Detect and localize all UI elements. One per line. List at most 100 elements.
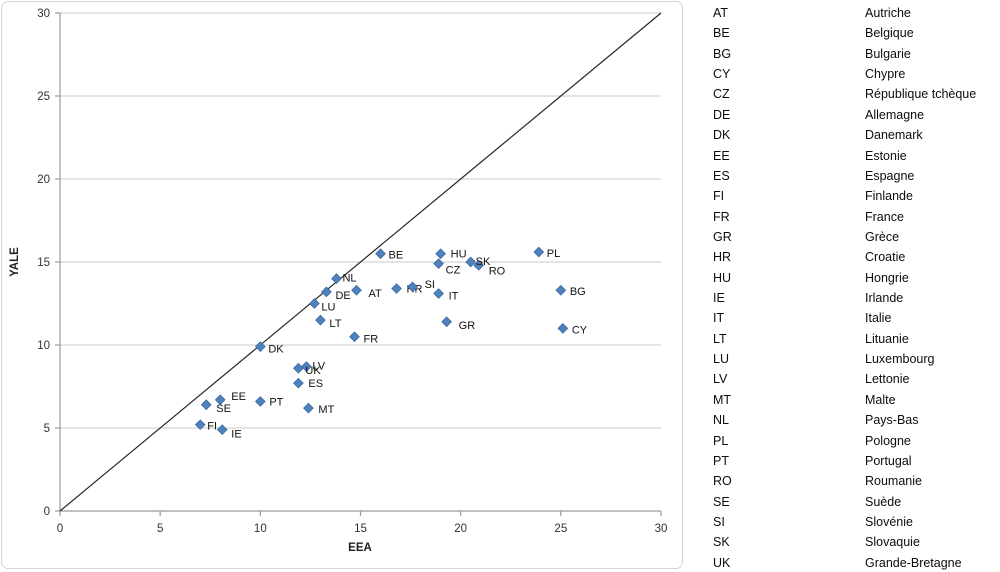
legend-country-name: Allemagne xyxy=(865,107,925,122)
point-label-FR: FR xyxy=(363,334,378,346)
legend-country-name: Suède xyxy=(865,494,902,509)
legend-code: FR xyxy=(713,209,730,224)
point-label-ES: ES xyxy=(308,378,323,390)
legend-code: LT xyxy=(713,331,727,346)
legend-code: ES xyxy=(713,168,730,183)
y-tick-label-20: 20 xyxy=(37,174,50,186)
point-label-IT: IT xyxy=(449,291,459,303)
data-point-NL xyxy=(331,273,342,284)
legend-row: CZ République tchèque xyxy=(713,84,998,104)
x-tick-label-0: 0 xyxy=(57,523,63,535)
legend-row: HU Hongrie xyxy=(713,268,998,288)
legend-code: PT xyxy=(713,453,729,468)
point-label-AT: AT xyxy=(368,288,382,300)
data-point-DK xyxy=(254,341,266,353)
point-label-IE: IE xyxy=(231,429,241,441)
data-point-IE xyxy=(216,424,228,436)
identity-line xyxy=(59,12,662,512)
data-point-LT xyxy=(315,314,326,326)
legend-code: MT xyxy=(713,392,732,407)
legend-row: BG Bulgarie xyxy=(713,44,998,64)
data-points: ATBEBGCYCZDEDKEEESFIFRGRHRHUIEITLTLULVMT… xyxy=(194,246,588,441)
legend-row: CY Chypre xyxy=(713,64,998,84)
data-point-BG xyxy=(555,284,567,296)
legend-country-name: France xyxy=(865,209,904,224)
legend-row: AT Autriche xyxy=(713,3,998,23)
legend-row: IE Irlande xyxy=(713,288,998,308)
point-label-PT: PT xyxy=(269,396,283,408)
legend-code: EE xyxy=(713,148,730,163)
legend-country-name: Luxembourg xyxy=(865,352,935,367)
data-point-LV xyxy=(301,361,312,372)
point-label-NL: NL xyxy=(342,273,356,285)
legend-country-name: Portugal xyxy=(865,453,912,468)
x-tick-label-15: 15 xyxy=(354,523,367,535)
data-point-SE xyxy=(200,399,212,411)
legend-country-name: Lettonie xyxy=(865,372,910,387)
point-label-BE: BE xyxy=(389,250,404,262)
legend-country-name: Hongrie xyxy=(865,270,909,285)
legend-code: NL xyxy=(713,413,729,428)
legend-code: LU xyxy=(713,352,729,367)
data-point-PT xyxy=(254,396,266,407)
legend-code: DK xyxy=(713,128,731,143)
legend-code: CY xyxy=(713,67,731,82)
data-point-GR xyxy=(441,316,453,328)
legend-country-name: Pologne xyxy=(865,433,911,448)
legend-country-name: Bulgarie xyxy=(865,46,911,61)
legend-row: SK Slovaquie xyxy=(713,532,998,552)
point-label-CZ: CZ xyxy=(446,265,461,277)
legend-country-name: Croatie xyxy=(865,250,906,265)
legend-code: LV xyxy=(713,372,728,387)
data-point-AT xyxy=(351,284,362,296)
y-tick-label-10: 10 xyxy=(37,340,50,352)
legend-row: MT Malte xyxy=(713,390,998,410)
point-label-LT: LT xyxy=(329,318,341,330)
legend-code: FI xyxy=(713,189,725,204)
legend-country-name: Italie xyxy=(865,311,892,326)
point-label-SI: SI xyxy=(425,279,435,291)
point-label-DK: DK xyxy=(268,344,284,356)
legend-row: LU Luxembourg xyxy=(713,349,998,369)
legend-row: GR Grèce xyxy=(713,227,998,247)
legend-country-name: République tchèque xyxy=(865,87,977,102)
y-tick-label-30: 30 xyxy=(37,8,50,20)
legend-row: RO Roumanie xyxy=(713,471,998,491)
data-point-DE xyxy=(321,286,332,298)
legend-row: PL Pologne xyxy=(713,431,998,451)
legend-country-name: Slovénie xyxy=(865,514,913,529)
legend-row: IT Italie xyxy=(713,308,998,328)
legend-code: RO xyxy=(713,474,732,489)
y-tick-label-25: 25 xyxy=(37,91,50,103)
legend-country-name: Roumanie xyxy=(865,474,922,489)
data-point-SK xyxy=(465,256,477,268)
legend-row: LV Lettonie xyxy=(713,369,998,389)
legend-code: BE xyxy=(713,26,730,41)
data-point-CY xyxy=(557,323,569,334)
legend-code: IT xyxy=(713,311,725,326)
x-tick-label-30: 30 xyxy=(655,523,668,535)
legend-country-name: Pays-Bas xyxy=(865,413,919,428)
legend-country-name: Grèce xyxy=(865,229,900,244)
x-tick-label-5: 5 xyxy=(157,523,163,535)
point-label-EE: EE xyxy=(231,391,246,403)
legend-code: SI xyxy=(713,514,725,529)
legend-code: SK xyxy=(713,535,730,550)
tick-labels: 0 5 10 15 20 25 30 0 5 10 15 20 25 30 xyxy=(37,8,667,535)
legend-code: HR xyxy=(713,250,732,265)
legend-country-name: Danemark xyxy=(865,128,923,143)
legend-country-name: Belgique xyxy=(865,26,914,41)
legend-code: HU xyxy=(713,270,732,285)
point-label-LU: LU xyxy=(321,302,335,314)
x-tick-label-10: 10 xyxy=(254,523,267,535)
point-label-LV: LV xyxy=(312,361,325,373)
legend-row: SI Slovénie xyxy=(713,512,998,532)
data-point-ES xyxy=(293,377,304,389)
legend-row: PT Portugal xyxy=(713,451,998,471)
data-point-BE xyxy=(375,248,386,260)
legend-country-name: Autriche xyxy=(865,6,911,20)
legend-row: DK Danemark xyxy=(713,125,998,145)
data-point-SI xyxy=(407,281,418,293)
legend-row: ES Espagne xyxy=(713,166,998,186)
